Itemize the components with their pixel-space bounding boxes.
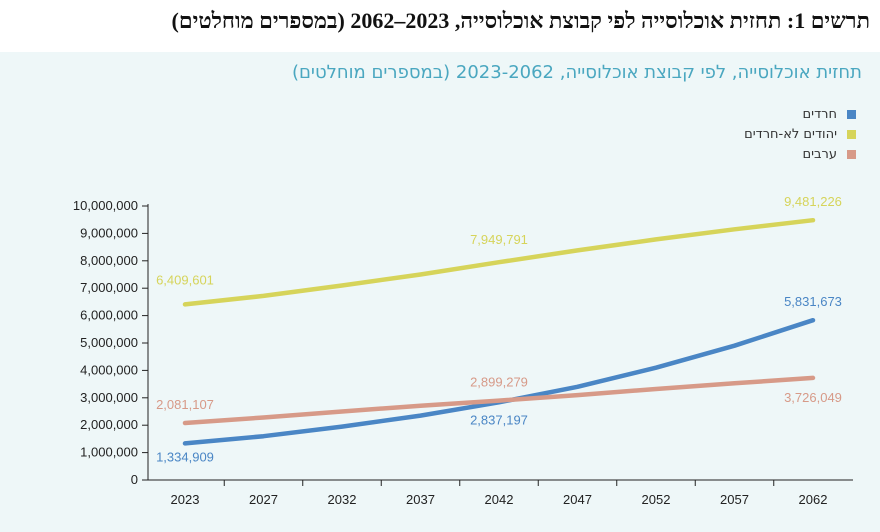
data-label: 2,899,279 (470, 375, 528, 390)
chart-title: תחזית אוכלוסייה, לפי קבוצת אוכלוסייה, 20… (291, 62, 862, 83)
data-label: 7,949,791 (470, 232, 528, 247)
data-label: 6,409,601 (156, 272, 214, 287)
y-tick-label: 8,000,000 (80, 253, 138, 268)
x-tick-label: 2042 (485, 492, 514, 507)
data-label: 2,081,107 (156, 397, 214, 412)
y-tick-label: 4,000,000 (80, 362, 138, 377)
x-tick-label: 2023 (171, 492, 200, 507)
legend-item-non-haredi-jews: יהודים לא-חרדים (744, 124, 856, 144)
x-tick-label: 2027 (249, 492, 278, 507)
y-tick-label: 6,000,000 (80, 308, 138, 323)
y-tick-label: 3,000,000 (80, 390, 138, 405)
series-line-non-haredi-jews (182, 217, 816, 307)
document-title: תרשים 1: תחזית אוכלוסייה לפי קבוצת אוכלו… (171, 8, 870, 33)
chart-panel: תחזית אוכלוסייה, לפי קבוצת אוכלוסייה, 20… (0, 52, 880, 532)
legend-label-haredim: חרדים (802, 106, 837, 122)
x-tick-label: 2062 (799, 492, 828, 507)
y-tick-label: 5,000,000 (80, 335, 138, 350)
x-tick-label: 2032 (328, 492, 357, 507)
y-tick-label: 9,000,000 (80, 225, 138, 240)
legend-swatch-non-haredi-jews (847, 129, 856, 139)
x-tick-label: 2052 (642, 492, 671, 507)
y-tick-label: 2,000,000 (80, 417, 138, 432)
data-label: 9,481,226 (784, 194, 842, 209)
legend-item-arabs: ערבים (744, 144, 856, 164)
legend-label-non-haredi-jews: יהודים לא-חרדים (744, 126, 837, 142)
x-tick-label: 2057 (720, 492, 749, 507)
legend-swatch-arabs (847, 149, 856, 159)
data-label: 1,334,909 (156, 449, 214, 464)
legend-label-arabs: ערבים (802, 146, 837, 162)
y-tick-label: 0 (131, 472, 138, 487)
legend-swatch-haredim (847, 109, 856, 119)
data-label: 3,726,049 (784, 390, 842, 405)
y-tick-label: 10,000,000 (73, 198, 138, 213)
y-tick-label: 1,000,000 (80, 445, 138, 460)
legend-item-haredim: חרדים (744, 104, 856, 124)
data-label: 2,837,197 (470, 412, 528, 427)
y-tick-label: 7,000,000 (80, 280, 138, 295)
data-label: 5,831,673 (784, 294, 842, 309)
x-tick-label: 2037 (406, 492, 435, 507)
x-tick-label: 2047 (563, 492, 592, 507)
series-line-arabs (182, 375, 816, 426)
legend: חרדים יהודים לא-חרדים ערבים (744, 104, 856, 164)
